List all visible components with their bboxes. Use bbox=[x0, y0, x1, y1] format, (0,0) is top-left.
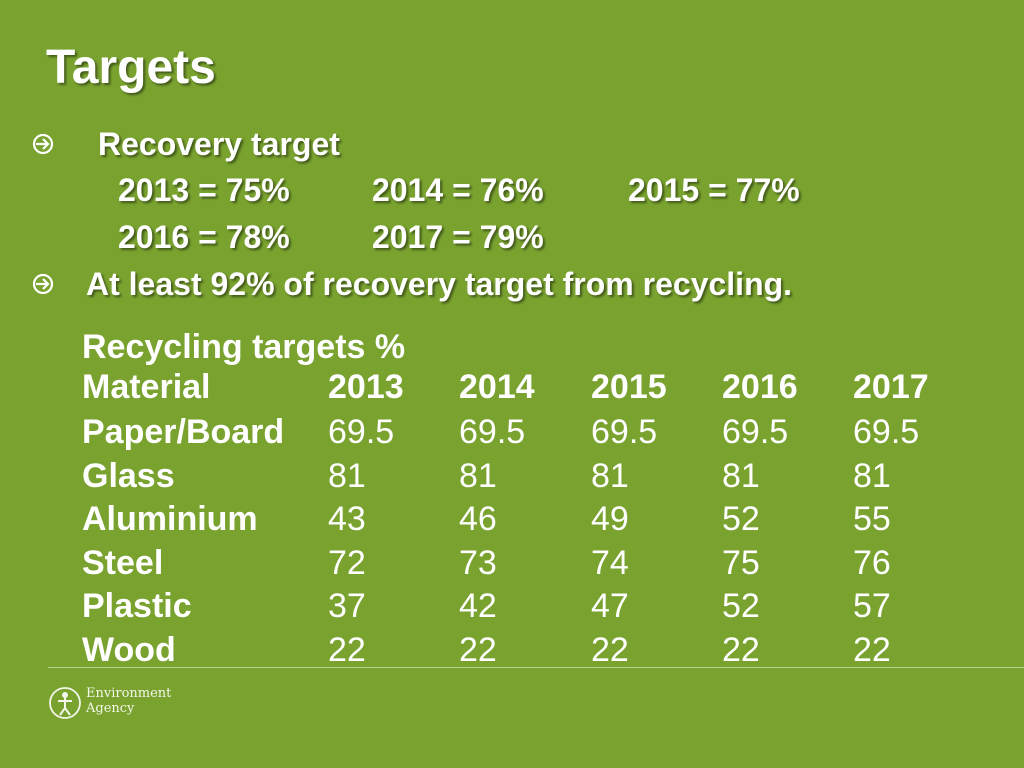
row-value: 81 bbox=[853, 457, 891, 495]
header-material: Material bbox=[82, 368, 211, 406]
row-material: Plastic bbox=[82, 587, 192, 625]
row-value: 81 bbox=[591, 457, 629, 495]
row-value: 22 bbox=[591, 631, 629, 669]
row-value: 22 bbox=[328, 631, 366, 669]
header-2015: 2015 bbox=[591, 368, 667, 406]
row-material: Aluminium bbox=[82, 500, 258, 538]
row-value: 69.5 bbox=[853, 413, 920, 451]
row-value: 43 bbox=[328, 500, 366, 538]
row-value: 81 bbox=[722, 457, 760, 495]
row-value: 69.5 bbox=[591, 413, 658, 451]
recovery-value-2017: 2017 = 79% bbox=[372, 219, 544, 255]
row-material: Steel bbox=[82, 544, 164, 582]
logo-line-2: Agency bbox=[86, 701, 135, 716]
logo-line-1: Environment bbox=[86, 686, 172, 701]
recovery-value-2014: 2014 = 76% bbox=[372, 172, 544, 208]
recovery-value-2013: 2013 = 75% bbox=[118, 172, 290, 208]
slide-title: Targets bbox=[46, 41, 216, 94]
recycling-note: At least 92% of recovery target from rec… bbox=[86, 266, 793, 302]
header-2017: 2017 bbox=[853, 368, 929, 406]
row-value: 76 bbox=[853, 544, 891, 582]
environment-agency-logo: Environment Agency bbox=[48, 684, 188, 724]
row-material: Glass bbox=[82, 457, 175, 495]
row-value: 72 bbox=[328, 544, 366, 582]
row-value: 69.5 bbox=[459, 413, 526, 451]
row-value: 52 bbox=[722, 587, 760, 625]
row-value: 81 bbox=[328, 457, 366, 495]
row-value: 52 bbox=[722, 500, 760, 538]
footer-divider bbox=[48, 667, 1024, 668]
row-value: 55 bbox=[853, 500, 891, 538]
row-value: 75 bbox=[722, 544, 760, 582]
logo-wordmark: Environment Agency bbox=[86, 686, 171, 716]
row-value: 49 bbox=[591, 500, 629, 538]
row-value: 81 bbox=[459, 457, 497, 495]
row-value: 37 bbox=[328, 587, 366, 625]
row-value: 22 bbox=[722, 631, 760, 669]
arrow-circle-bullet-icon bbox=[32, 133, 54, 155]
header-2013: 2013 bbox=[328, 368, 404, 406]
row-value: 42 bbox=[459, 587, 497, 625]
arrow-circle-bullet-icon bbox=[32, 273, 54, 295]
table-title: Recycling targets % bbox=[82, 328, 406, 366]
row-value: 73 bbox=[459, 544, 497, 582]
row-value: 57 bbox=[853, 587, 891, 625]
row-value: 46 bbox=[459, 500, 497, 538]
row-value: 22 bbox=[853, 631, 891, 669]
row-material: Paper/Board bbox=[82, 413, 285, 451]
recovery-value-2015: 2015 = 77% bbox=[628, 172, 800, 208]
row-value: 69.5 bbox=[722, 413, 789, 451]
agency-emblem-icon bbox=[49, 687, 81, 719]
header-2014: 2014 bbox=[459, 368, 535, 406]
row-value: 74 bbox=[591, 544, 629, 582]
row-value: 22 bbox=[459, 631, 497, 669]
header-2016: 2016 bbox=[722, 368, 798, 406]
recovery-value-2016: 2016 = 78% bbox=[118, 219, 290, 255]
row-material: Wood bbox=[82, 631, 176, 669]
row-value: 69.5 bbox=[328, 413, 395, 451]
row-value: 47 bbox=[591, 587, 629, 625]
recovery-target-label: Recovery target bbox=[98, 126, 340, 162]
